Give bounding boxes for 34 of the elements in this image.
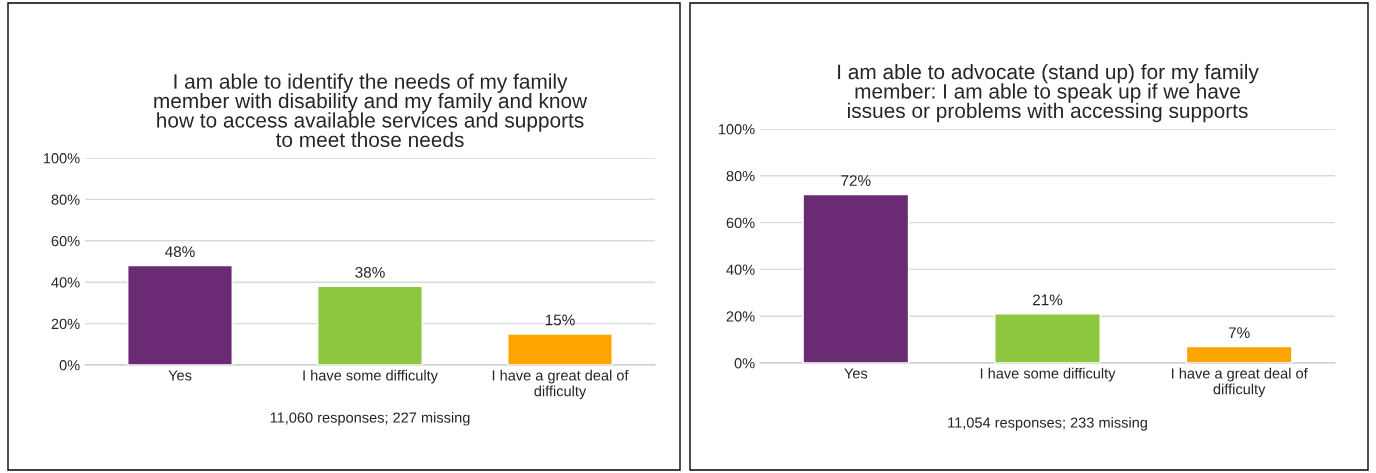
chart-title: I am able to advocate (stand up) for my family member: I am able to speak up if we have issues or problems with accessing supports (838, 63, 1259, 123)
x-tick-label: Yes (168, 370, 192, 381)
bar (1185, 345, 1293, 363)
y-tick-label: 80% (726, 170, 755, 182)
x-tick-label: Yes (844, 368, 868, 379)
chart-title: I am able to identify the needs of my family member with disability and my family and know how to access available services and supports to meet those needs (154, 73, 588, 148)
y-tick-label: 60% (51, 235, 80, 247)
y-tick-label: 100% (43, 153, 80, 164)
data-label: 72% (841, 175, 871, 186)
y-tick-label: 40% (51, 277, 80, 288)
text: 11,060 responses; 227 missing (270, 412, 470, 426)
y-tick-label: 100% (718, 124, 755, 135)
bar (317, 285, 423, 365)
data-label: 38% (355, 266, 385, 278)
data-label: 15% (545, 314, 575, 326)
bar (994, 313, 1101, 363)
x-tick-label: I have some difficulty (980, 367, 1116, 382)
bar (127, 264, 233, 365)
y-tick-label: 0% (734, 358, 755, 369)
x-tick-label: I have a great deal of difficulty (1172, 367, 1308, 398)
bar (802, 193, 910, 363)
data-label: 48% (165, 246, 195, 258)
data-label: 7% (1228, 327, 1250, 338)
text: 11,054 responses; 233 missing (948, 417, 1147, 431)
y-tick-label: 60% (726, 217, 755, 229)
y-tick-label: 80% (51, 194, 80, 205)
x-tick-label: I have a great deal of difficulty (492, 369, 629, 400)
y-tick-label: 40% (726, 264, 755, 275)
y-tick-label: 0% (59, 360, 80, 371)
y-tick-label: 20% (51, 318, 80, 330)
x-tick-label: I have some difficulty (303, 369, 438, 384)
bar (507, 333, 613, 365)
data-label: 21% (1032, 294, 1063, 306)
y-tick-label: 20% (726, 311, 755, 322)
